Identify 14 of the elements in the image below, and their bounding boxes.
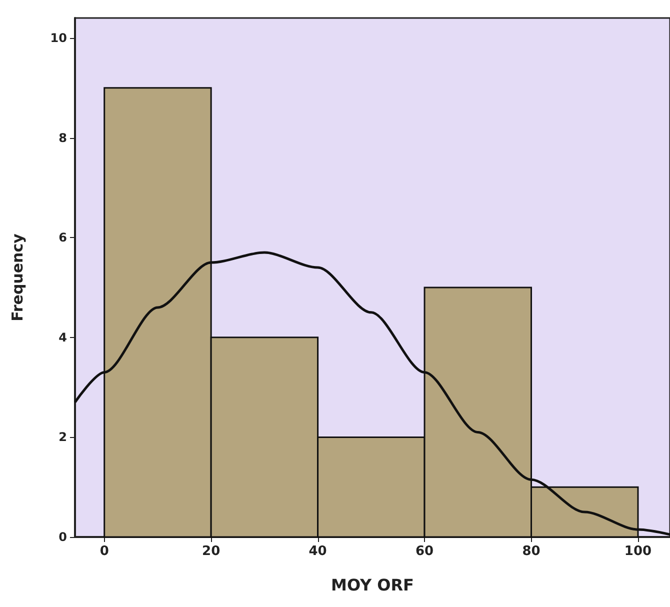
y-tick-label: 4 [58, 330, 67, 344]
y-tick-label: 2 [58, 430, 67, 444]
x-tick-label: 80 [522, 544, 540, 559]
x-tick-label: 0 [100, 544, 109, 559]
y-axis-title: Frequency [8, 233, 26, 322]
y-tick-label: 8 [58, 130, 67, 145]
y-tick-label: 6 [58, 230, 67, 245]
x-tick-label: 20 [202, 544, 220, 559]
y-tick-label: 10 [50, 30, 67, 45]
x-tick-label: 100 [624, 544, 652, 559]
x-tick-label: 40 [308, 544, 327, 559]
x-tick-label: 60 [415, 544, 434, 559]
y-tick-label: 0 [58, 530, 67, 544]
x-axis-title: MOY ORF [331, 576, 414, 594]
